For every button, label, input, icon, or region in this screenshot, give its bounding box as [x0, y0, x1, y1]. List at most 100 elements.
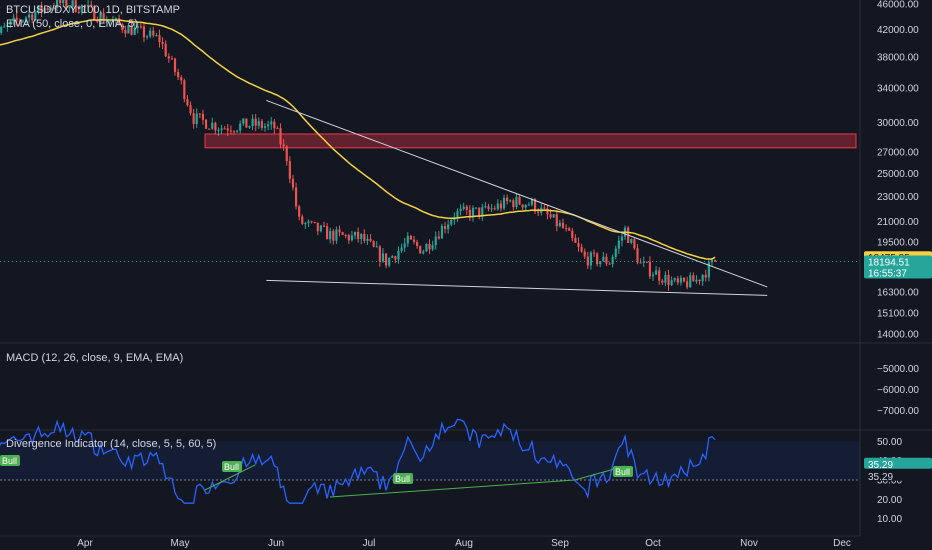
candle-body — [313, 221, 316, 223]
candle-body — [490, 208, 493, 210]
candle-body — [301, 216, 304, 224]
candle-body — [599, 261, 602, 265]
price-tick-label: 21000.00 — [877, 217, 919, 228]
candle-body — [183, 80, 186, 100]
bull-label-bg — [0, 455, 20, 466]
candle-body — [437, 236, 440, 239]
candle-body — [46, 8, 49, 10]
candle-body — [434, 236, 437, 246]
candle-body — [254, 118, 257, 126]
candle-body — [558, 222, 561, 227]
candle-body — [52, 7, 56, 9]
rsi-tick-label: 50.00 — [877, 437, 902, 448]
candle-body — [695, 279, 698, 282]
candle-body — [326, 226, 329, 240]
price-tick-label: 25000.00 — [877, 169, 919, 180]
candle-body — [211, 122, 214, 129]
candle-body — [335, 229, 338, 241]
candle-body — [263, 126, 267, 128]
rsi-badge-a-bg — [864, 457, 932, 469]
candle-body — [118, 18, 121, 25]
candle-body — [31, 14, 34, 21]
candle-body — [552, 214, 555, 218]
ema-50-line — [0, 19, 716, 260]
price-tick-label: 38000.00 — [877, 53, 919, 64]
price-tick-label: 14000.00 — [877, 330, 919, 341]
candle-body — [589, 252, 593, 266]
candle-body — [689, 275, 692, 288]
candle-body — [443, 226, 447, 230]
last-price-badge-bg — [864, 255, 932, 279]
candle-body — [288, 161, 291, 179]
candle-body — [527, 204, 530, 206]
candle-body — [6, 24, 9, 27]
candle-body — [543, 207, 546, 209]
candle-body — [608, 263, 611, 265]
candle-body — [568, 228, 571, 231]
candle-body — [360, 233, 363, 240]
candle-body — [130, 25, 133, 35]
candle-body — [149, 30, 152, 37]
macd-tick-label: −7000.00 — [877, 406, 919, 417]
candle-body — [83, 5, 87, 8]
resistance-zone — [204, 133, 857, 149]
candle-body — [18, 20, 21, 22]
candle-body — [707, 262, 710, 278]
candle-body — [484, 206, 487, 208]
candle-body — [422, 251, 425, 254]
candle-body — [369, 238, 372, 242]
bull-label-bg — [222, 461, 242, 472]
candle-body — [158, 35, 161, 42]
macd-tick-label: −6000.00 — [877, 385, 919, 396]
candle-body — [152, 30, 155, 36]
candle-body — [3, 26, 6, 28]
candle-body — [549, 214, 552, 218]
candle-body — [291, 178, 295, 188]
time-tick-label: Jun — [268, 538, 284, 549]
candle-body — [450, 219, 453, 225]
candle-body — [124, 29, 127, 34]
candle-body — [62, 0, 65, 4]
price-tick-label: 27000.00 — [877, 147, 919, 158]
candle-body — [127, 25, 130, 34]
candle-body — [108, 21, 111, 23]
bull-label: Bull — [224, 462, 239, 472]
candle-body — [139, 26, 142, 28]
candle-body — [679, 277, 683, 283]
candle-body — [704, 274, 707, 278]
candle-body — [456, 211, 459, 218]
candle-body — [357, 231, 360, 240]
candle-body — [372, 241, 375, 247]
candle-body — [381, 253, 385, 262]
candle-body — [478, 207, 481, 217]
candle-body — [676, 278, 679, 283]
rsi-tick-label: 30.00 — [877, 476, 902, 487]
candle-body — [177, 71, 180, 78]
candle-body — [406, 235, 409, 244]
candle-body — [316, 222, 319, 232]
candle-body — [155, 35, 158, 37]
bull-label: Bull — [395, 474, 410, 484]
trendline-upper — [266, 99, 768, 288]
candle-body — [537, 211, 540, 213]
candle-body — [229, 130, 232, 132]
candle-body — [506, 197, 509, 202]
candle-body — [378, 246, 381, 262]
bull-label: Bull — [615, 467, 630, 477]
candle-body — [682, 277, 686, 282]
candle-body — [661, 280, 664, 283]
candle-body — [586, 256, 589, 266]
candle-body — [400, 247, 403, 251]
candle-body — [136, 26, 139, 28]
candle-body — [267, 124, 270, 127]
candle-body — [105, 21, 108, 23]
candle-body — [40, 5, 43, 12]
candle-body — [285, 146, 288, 162]
candle-body — [28, 14, 31, 18]
rsi-badge-b-bg — [864, 469, 932, 481]
price-tick-label: 46000.00 — [877, 0, 919, 11]
candle-body — [248, 125, 251, 128]
candle-body — [270, 121, 273, 125]
candle-body — [363, 233, 366, 241]
